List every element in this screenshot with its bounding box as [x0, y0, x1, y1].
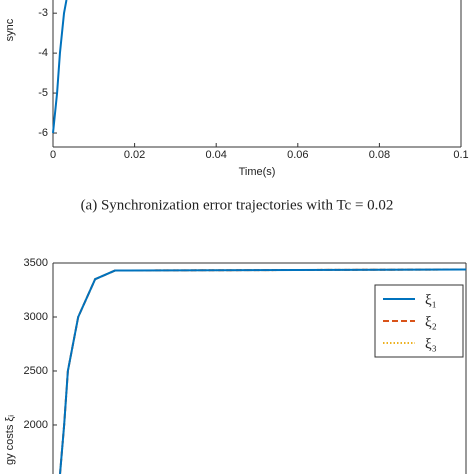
x-tick-label: 0 — [50, 149, 56, 161]
legend-box — [374, 284, 464, 358]
y-tick-label: -4 — [38, 47, 48, 59]
series-line — [52, 0, 68, 134]
x-axis-label: Time(s) — [239, 166, 276, 178]
y-tick-label: -3 — [38, 7, 48, 19]
x-tick-label: 0.02 — [124, 149, 145, 161]
legend-label: ξ₁ — [425, 292, 437, 308]
y-axis-label: gy costs ξᵢ — [4, 415, 16, 465]
caption: (a) Synchronization error trajectories w… — [81, 197, 394, 213]
x-tick-label: 0.08 — [369, 149, 390, 161]
x-tick-label: 0.04 — [205, 149, 226, 161]
legend-label: ξ₂ — [425, 314, 437, 330]
y-tick-label: -6 — [38, 127, 48, 139]
y-axis-label: sync — [4, 18, 16, 41]
y-tick-label: 2500 — [24, 365, 48, 377]
legend-label: ξ₃ — [425, 336, 437, 352]
x-tick-label: 0.06 — [287, 149, 308, 161]
y-tick-label: 3000 — [24, 311, 48, 323]
y-tick-label: 3500 — [24, 257, 48, 269]
series-line — [59, 268, 467, 474]
x-tick-label: 0.1 — [453, 149, 468, 161]
y-tick-label: 2000 — [24, 419, 48, 431]
y-tick-label: -5 — [38, 87, 48, 99]
